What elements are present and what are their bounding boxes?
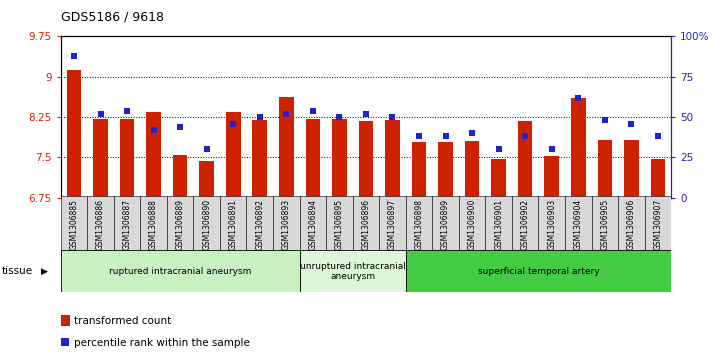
Text: GSM1306897: GSM1306897 (388, 199, 397, 250)
Text: percentile rank within the sample: percentile rank within the sample (74, 338, 249, 348)
Bar (491, 159, 506, 198)
Bar (61, 196, 87, 252)
Text: GSM1306902: GSM1306902 (521, 199, 530, 250)
Text: GSM1306887: GSM1306887 (123, 199, 131, 250)
Text: GSM1306904: GSM1306904 (574, 199, 583, 250)
Text: GSM1306905: GSM1306905 (600, 199, 609, 250)
Bar (438, 142, 453, 198)
Bar (326, 196, 353, 252)
Text: tissue: tissue (2, 266, 34, 276)
Text: GSM1306892: GSM1306892 (256, 199, 264, 250)
Bar (120, 119, 134, 198)
Bar (571, 98, 585, 198)
Bar (598, 140, 612, 198)
Bar (273, 196, 300, 252)
Bar (332, 119, 347, 198)
Bar (486, 196, 512, 252)
Text: GSM1306888: GSM1306888 (149, 199, 158, 250)
Text: GSM1306885: GSM1306885 (69, 199, 79, 250)
Bar (300, 196, 326, 252)
Bar (538, 196, 565, 252)
Bar (358, 121, 373, 198)
Bar (199, 161, 214, 198)
Text: GSM1306906: GSM1306906 (627, 199, 636, 250)
Text: GSM1306899: GSM1306899 (441, 199, 450, 250)
Text: GSM1306895: GSM1306895 (335, 199, 344, 250)
Bar (465, 141, 479, 198)
Bar (141, 196, 167, 252)
Text: GSM1306903: GSM1306903 (547, 199, 556, 250)
Text: GSM1306886: GSM1306886 (96, 199, 105, 250)
Bar (306, 119, 320, 198)
Bar (146, 112, 161, 198)
Bar (650, 159, 665, 198)
Text: GSM1306907: GSM1306907 (653, 199, 663, 250)
Text: GSM1306890: GSM1306890 (202, 199, 211, 250)
Bar (518, 121, 533, 198)
Text: GSM1306898: GSM1306898 (415, 199, 423, 250)
Text: GSM1306889: GSM1306889 (176, 199, 185, 250)
Text: GSM1306901: GSM1306901 (494, 199, 503, 250)
Bar (167, 196, 193, 252)
Bar (544, 156, 559, 198)
Text: GSM1306900: GSM1306900 (468, 199, 476, 250)
Bar (379, 196, 406, 252)
Bar (591, 196, 618, 252)
Bar (246, 196, 273, 252)
Bar (459, 196, 486, 252)
Text: ruptured intracranial aneurysm: ruptured intracranial aneurysm (109, 267, 251, 276)
Bar (300, 250, 406, 292)
Bar (353, 196, 379, 252)
Bar (193, 196, 220, 252)
Text: unruptured intracranial
aneurysm: unruptured intracranial aneurysm (300, 262, 406, 281)
Bar (432, 196, 459, 252)
Bar (61, 250, 300, 292)
Bar (66, 70, 81, 198)
Bar (624, 140, 638, 198)
Bar (94, 119, 108, 198)
Bar (173, 155, 188, 198)
Text: GSM1306894: GSM1306894 (308, 199, 317, 250)
Bar (114, 196, 141, 252)
Bar (87, 196, 114, 252)
Bar (618, 196, 645, 252)
Bar (565, 196, 591, 252)
Text: GSM1306893: GSM1306893 (282, 199, 291, 250)
Text: ▶: ▶ (41, 267, 48, 276)
Text: GSM1306891: GSM1306891 (228, 199, 238, 250)
Bar (385, 120, 400, 198)
Text: transformed count: transformed count (74, 316, 171, 326)
Text: GDS5186 / 9618: GDS5186 / 9618 (61, 11, 164, 24)
Bar (226, 112, 241, 198)
Bar (406, 250, 671, 292)
Text: GSM1306896: GSM1306896 (361, 199, 371, 250)
Bar (406, 196, 432, 252)
Bar (279, 97, 293, 198)
Bar (253, 120, 267, 198)
Bar (645, 196, 671, 252)
Bar (412, 142, 426, 198)
Text: superficial temporal artery: superficial temporal artery (478, 267, 599, 276)
Bar (512, 196, 538, 252)
Bar (220, 196, 246, 252)
